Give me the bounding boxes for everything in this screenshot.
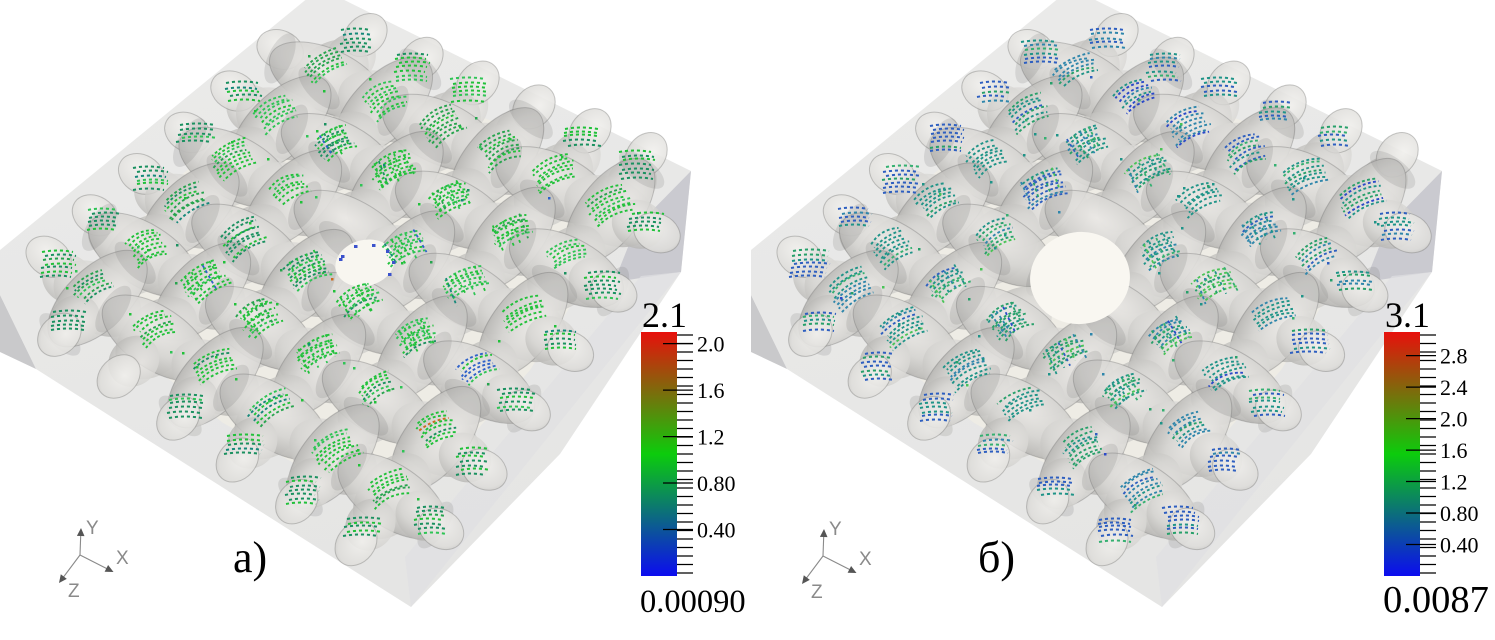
svg-text:а): а): [233, 533, 267, 582]
svg-text:Z: Z: [811, 582, 823, 603]
svg-text:Y: Y: [86, 518, 99, 539]
svg-text:0.40: 0.40: [697, 518, 736, 543]
svg-text:0.80: 0.80: [697, 471, 736, 496]
svg-text:2.0: 2.0: [1440, 407, 1468, 432]
svg-text:0.80: 0.80: [1440, 501, 1479, 526]
svg-text:1.2: 1.2: [1440, 470, 1468, 495]
svg-text:3.1: 3.1: [1385, 295, 1430, 335]
svg-text:X: X: [859, 549, 872, 570]
svg-text:1.6: 1.6: [1440, 438, 1468, 463]
svg-text:2.1: 2.1: [642, 295, 687, 335]
svg-text:2.4: 2.4: [1440, 375, 1468, 400]
svg-text:2.0: 2.0: [697, 332, 725, 357]
svg-text:0.0087: 0.0087: [1383, 579, 1489, 621]
svg-text:X: X: [116, 548, 129, 569]
svg-text:Z: Z: [68, 581, 80, 602]
svg-text:1.6: 1.6: [697, 378, 725, 403]
svg-text:0.00090: 0.00090: [640, 584, 746, 620]
svg-text:1.2: 1.2: [697, 425, 725, 450]
svg-text:0.40: 0.40: [1440, 533, 1479, 558]
svg-text:2.8: 2.8: [1440, 344, 1468, 369]
svg-text:Y: Y: [829, 519, 842, 540]
svg-text:б): б): [978, 533, 1015, 582]
